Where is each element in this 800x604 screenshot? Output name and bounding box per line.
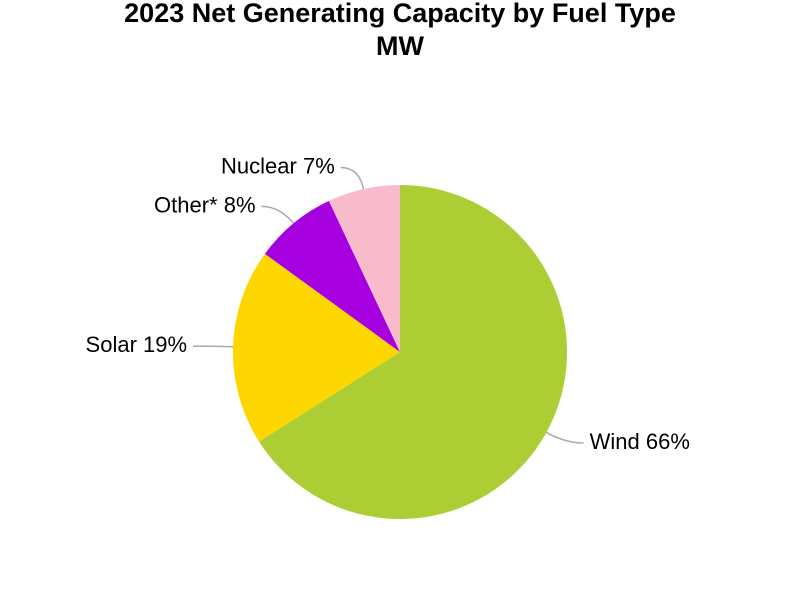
leader-line [193, 345, 234, 348]
slice-category: Other* [154, 192, 218, 217]
slice-label: Solar 19% [86, 332, 188, 357]
pie-slice [258, 185, 567, 519]
slice-value-label: 7% [303, 153, 335, 178]
chart-subtitle: MW [376, 31, 424, 61]
leader-line [340, 166, 365, 190]
slice-value-label: 66% [646, 429, 690, 454]
slice-label: Other* 8% [154, 192, 256, 217]
slice-value-label: 19% [143, 332, 187, 357]
slice-category: Nuclear [221, 153, 297, 178]
leader-line [545, 431, 584, 444]
slice-category: Solar [86, 332, 137, 357]
pie-slice [233, 253, 400, 442]
slice-label: Nuclear 7% [221, 153, 335, 178]
pie-slice [264, 200, 400, 352]
pie-slice [328, 185, 400, 352]
slice-category: Wind [590, 429, 640, 454]
slice-value-label: 8% [224, 192, 256, 217]
leader-line [261, 205, 295, 224]
chart-title: 2023 Net Generating Capacity by Fuel Typ… [124, 0, 676, 28]
slice-label: Wind 66% [590, 429, 690, 454]
